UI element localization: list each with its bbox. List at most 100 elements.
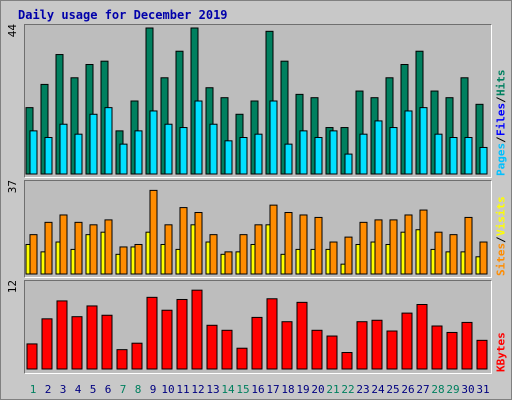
kbytes-bar [356, 321, 368, 370]
x-tick-label: 29 [446, 383, 459, 396]
visits-bar [299, 214, 308, 275]
kbytes-bar [56, 300, 68, 370]
visits-bar [389, 219, 398, 275]
x-tick-label: 1 [30, 383, 37, 396]
files-bar [44, 137, 53, 175]
x-tick-label: 15 [236, 383, 249, 396]
x-tick-label: 16 [251, 383, 264, 396]
x-tick-label: 19 [296, 383, 309, 396]
files-bar [434, 133, 443, 175]
files-bar [89, 113, 98, 175]
x-tick-label: 5 [90, 383, 97, 396]
files-bar [464, 137, 473, 175]
x-tick-label: 31 [476, 383, 489, 396]
visits-bar [74, 221, 83, 275]
x-tick-label: 23 [356, 383, 369, 396]
kbytes-bar [236, 347, 248, 370]
kbytes-bar [416, 304, 428, 370]
x-tick-label: 26 [401, 383, 414, 396]
files-bar [239, 137, 248, 175]
kbytes-bar [296, 301, 308, 370]
visits-bar [209, 234, 218, 275]
files-bar [404, 110, 413, 175]
files-bar [179, 127, 188, 175]
kbytes-bar [266, 298, 278, 370]
visits-bar [359, 221, 368, 275]
visits-bar [464, 216, 473, 275]
visits-bar [224, 251, 233, 275]
visits-bar [269, 204, 278, 275]
files-bar [269, 100, 278, 175]
kbytes-bar [131, 342, 143, 370]
files-bar [224, 140, 233, 175]
files-bar [119, 143, 128, 175]
files-bar [359, 133, 368, 175]
kbytes-bar [191, 289, 203, 370]
visits-bar [164, 224, 173, 275]
kbytes-bar [41, 318, 53, 370]
files-bar [314, 137, 323, 175]
kbytes-bar [146, 296, 158, 370]
visits-bar [329, 241, 338, 275]
files-bar [479, 146, 488, 175]
visits-bar [374, 219, 383, 275]
visits-bar [29, 234, 38, 275]
files-bar [209, 123, 218, 175]
kbytes-bar [401, 312, 413, 370]
files-bar [344, 153, 353, 175]
files-bar [329, 130, 338, 175]
files-bar [449, 137, 458, 175]
files-bar [284, 143, 293, 175]
x-tick-label: 13 [206, 383, 219, 396]
visits-bar [179, 207, 188, 275]
kbytes-bar [26, 343, 38, 370]
files-bar [374, 120, 383, 175]
x-tick-label: 9 [150, 383, 157, 396]
kbytes-bar [341, 352, 353, 370]
files-bar [254, 133, 263, 175]
x-tick-label: 7 [120, 383, 127, 396]
x-tick-label: 10 [161, 383, 174, 396]
visits-bar [434, 231, 443, 275]
kbytes-bar [161, 309, 173, 370]
visits-bar [254, 224, 263, 275]
files-bar [59, 123, 68, 175]
visits-bar [119, 246, 128, 275]
x-tick-label: 28 [431, 383, 444, 396]
files-bar [299, 130, 308, 175]
files-bar [389, 127, 398, 175]
x-tick-label: 30 [461, 383, 474, 396]
visits-bar [239, 234, 248, 275]
visits-bar [89, 224, 98, 275]
x-tick-label: 25 [386, 383, 399, 396]
x-tick-label: 4 [75, 383, 82, 396]
visits-bar [419, 209, 428, 275]
x-tick-label: 8 [135, 383, 142, 396]
x-tick-label: 2 [45, 383, 52, 396]
files-bar [104, 107, 113, 175]
files-bar [149, 110, 158, 175]
visits-bar [44, 221, 53, 275]
kbytes-bar [326, 335, 338, 370]
kbytes-bar [206, 324, 218, 370]
x-tick-label: 3 [60, 383, 67, 396]
kbytes-bar [446, 331, 458, 370]
x-tick-label: 6 [105, 383, 112, 396]
x-tick-label: 22 [341, 383, 354, 396]
visits-bar [149, 189, 158, 275]
files-bar [74, 133, 83, 175]
files-bar [194, 100, 203, 175]
kbytes-bar [101, 314, 113, 370]
visits-bar [479, 241, 488, 275]
x-tick-label: 11 [176, 383, 189, 396]
visits-bar [134, 243, 143, 275]
chart-title: Daily usage for December 2019 [18, 8, 228, 22]
kbytes-bar [221, 329, 233, 370]
x-tick-label: 21 [326, 383, 339, 396]
visits-bar [104, 219, 113, 275]
files-bar [164, 123, 173, 175]
x-tick-label: 27 [416, 383, 429, 396]
visits-bar [59, 214, 68, 275]
kbytes-bar [281, 321, 293, 370]
